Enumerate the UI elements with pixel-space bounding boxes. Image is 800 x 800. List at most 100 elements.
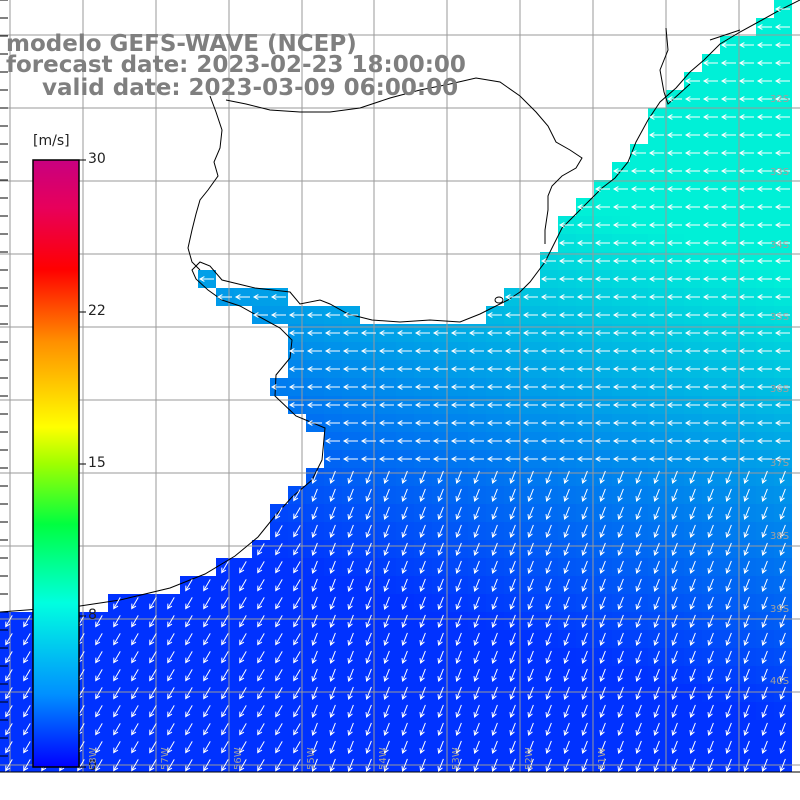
wind-arrow (666, 330, 682, 336)
wind-arrow (774, 276, 790, 282)
wind-arrow (455, 722, 462, 737)
wind-arrow (329, 632, 336, 647)
wind-arrow (275, 507, 283, 520)
wind-arrow (612, 204, 628, 210)
lon-label-51w: 51W (597, 747, 608, 770)
wind-arrow (581, 632, 588, 647)
wind-arrow (707, 524, 714, 539)
wind-arrow (293, 615, 301, 628)
lat-label-35s: 35S (770, 312, 790, 323)
wind-arrow (612, 366, 628, 372)
wind-arrow (684, 132, 700, 138)
wind-arrow (432, 420, 448, 426)
wind-arrow (113, 705, 121, 718)
colorbar-tick-22: 22 (88, 303, 106, 319)
wind-arrow (167, 741, 175, 754)
wind-arrow (707, 488, 714, 503)
wind-arrow (414, 402, 430, 408)
wind-arrow (756, 132, 772, 138)
wind-speed-field (0, 0, 792, 772)
lat-label-39s: 39S (770, 604, 790, 615)
wind-arrow (437, 542, 444, 557)
wind-arrow (95, 723, 103, 736)
wind-arrow (743, 740, 750, 755)
wind-arrow (419, 524, 426, 539)
wind-arrow (203, 651, 211, 664)
wind-arrow (581, 542, 588, 557)
wind-arrow (743, 650, 750, 665)
wind-arrow (774, 186, 790, 192)
wind-arrow (329, 668, 336, 683)
wind-arrow (630, 240, 646, 246)
wind-arrow (689, 668, 696, 683)
wind-arrow (720, 330, 736, 336)
wind-arrow (288, 384, 304, 390)
wind-arrow (689, 596, 696, 611)
wind-arrow (702, 204, 718, 210)
wind-arrow (581, 686, 588, 701)
wind-arrow (617, 632, 624, 647)
wind-arrow (558, 456, 574, 462)
wind-arrow (509, 524, 516, 539)
wind-arrow (576, 438, 592, 444)
wind-arrow (702, 258, 718, 264)
wind-arrow (491, 704, 498, 719)
wind-arrow (149, 741, 157, 754)
wind-arrow (419, 542, 426, 557)
wind-arrow (383, 650, 390, 665)
wind-speed-cell (162, 756, 180, 772)
wind-arrow (684, 384, 700, 390)
wind-arrow (774, 150, 790, 156)
wind-arrow (653, 578, 660, 593)
wind-arrow (437, 632, 444, 647)
wind-arrow (437, 740, 444, 755)
wind-arrow (378, 330, 394, 336)
wind-arrow (324, 384, 340, 390)
wind-arrow (576, 294, 592, 300)
wind-arrow (275, 759, 283, 772)
wind-arrow (738, 312, 754, 318)
wind-arrow (648, 132, 664, 138)
wind-arrow (288, 402, 304, 408)
wind-arrow (486, 456, 502, 462)
wind-arrow (738, 456, 754, 462)
wind-arrow (684, 258, 700, 264)
wind-arrow (648, 204, 664, 210)
wind-arrow (113, 669, 121, 682)
wind-arrow (576, 384, 592, 390)
wind-speed-cell (270, 756, 288, 772)
wind-arrow (545, 686, 552, 701)
wind-arrow (558, 366, 574, 372)
wind-arrow (378, 384, 394, 390)
wind-arrow (720, 168, 736, 174)
wind-arrow (563, 560, 570, 575)
wind-arrow (599, 488, 606, 503)
lon-label-53w: 53W (451, 747, 462, 770)
wind-arrow (743, 542, 750, 557)
wind-arrow (743, 524, 750, 539)
wind-arrow (671, 686, 678, 701)
wind-arrow (689, 722, 696, 737)
wind-arrow (311, 524, 318, 539)
wind-arrow (527, 578, 534, 593)
wind-arrow (635, 722, 642, 737)
wind-arrow (504, 312, 520, 318)
wind-arrow (252, 294, 268, 300)
wind-arrow (95, 615, 103, 628)
wind-arrow (761, 488, 768, 503)
wind-arrow (594, 456, 610, 462)
wind-arrow (648, 348, 664, 354)
wind-arrow (779, 668, 786, 683)
wind-arrow (689, 632, 696, 647)
wind-arrow (545, 524, 552, 539)
wind-arrow (329, 488, 336, 503)
wind-arrow (293, 561, 301, 574)
wind-arrow (720, 150, 736, 156)
wind-arrow (342, 366, 358, 372)
wind-arrow (347, 542, 354, 557)
wind-arrow (437, 758, 444, 773)
wind-arrow (707, 470, 714, 485)
wind-arrow (522, 384, 538, 390)
wind-arrow (203, 759, 211, 772)
wind-arrow (671, 668, 678, 683)
